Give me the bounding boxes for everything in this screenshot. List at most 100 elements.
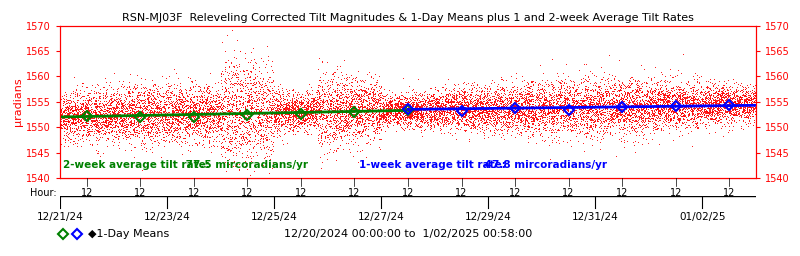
Point (265, 148, 278, 152)
Point (651, 109, 664, 113)
Point (742, 104, 755, 108)
Point (412, 107, 425, 111)
Point (552, 108, 565, 112)
Point (691, 73, 704, 77)
Point (510, 126, 522, 130)
Point (88, 121, 101, 125)
Point (289, 114, 302, 118)
Point (81, 106, 94, 110)
Point (474, 101, 486, 105)
Point (552, 97, 565, 101)
Point (217, 103, 230, 107)
Point (738, 103, 751, 108)
Point (528, 115, 541, 120)
Point (261, 115, 274, 119)
Point (98, 115, 111, 119)
Point (650, 101, 662, 105)
Point (415, 113, 428, 117)
Point (408, 98, 421, 102)
Point (149, 82, 162, 86)
Point (522, 113, 534, 117)
Point (183, 113, 196, 118)
Point (612, 102, 625, 106)
Point (118, 148, 131, 152)
Point (613, 112, 626, 116)
Point (627, 143, 640, 147)
Point (522, 97, 535, 101)
Point (225, 139, 238, 143)
Point (202, 130, 214, 134)
Point (241, 81, 254, 85)
Point (150, 116, 162, 121)
Point (717, 100, 730, 104)
Point (100, 123, 113, 127)
Point (400, 100, 413, 104)
Point (584, 117, 597, 121)
Point (71, 98, 84, 102)
Point (334, 143, 346, 147)
Point (75, 112, 88, 116)
Point (673, 108, 686, 112)
Point (115, 110, 128, 114)
Point (211, 121, 224, 125)
Point (588, 104, 601, 108)
Point (246, 120, 258, 124)
Point (303, 126, 316, 131)
Point (205, 112, 218, 116)
Point (56, 110, 69, 114)
Point (646, 111, 659, 115)
Point (428, 125, 441, 129)
Point (234, 95, 246, 99)
Point (448, 104, 461, 108)
Point (86, 111, 99, 115)
Point (734, 126, 747, 130)
Point (410, 108, 422, 112)
Point (133, 97, 146, 101)
Point (135, 99, 148, 103)
Point (514, 107, 526, 111)
Point (87, 108, 100, 112)
Point (538, 97, 550, 101)
Point (654, 128, 667, 132)
Point (523, 113, 536, 117)
Point (510, 94, 523, 98)
Point (260, 91, 273, 95)
Point (282, 102, 295, 106)
Point (74, 106, 86, 110)
Point (110, 87, 123, 91)
Point (666, 102, 678, 106)
Point (574, 81, 587, 85)
Point (550, 97, 562, 101)
Point (540, 90, 553, 94)
Point (226, 93, 238, 97)
Point (478, 91, 490, 95)
Point (181, 103, 194, 107)
Point (422, 100, 434, 104)
Point (76, 109, 89, 113)
Point (112, 106, 125, 110)
Point (504, 91, 517, 95)
Point (675, 111, 688, 115)
Point (206, 109, 219, 113)
Point (582, 74, 594, 78)
Point (424, 123, 437, 127)
Point (124, 112, 137, 116)
Point (407, 110, 420, 114)
Point (276, 88, 289, 92)
Point (469, 109, 482, 113)
Point (682, 83, 695, 87)
Point (122, 99, 135, 103)
Point (338, 128, 350, 132)
Point (522, 116, 535, 121)
Point (485, 113, 498, 118)
Point (510, 108, 522, 112)
Point (568, 98, 581, 102)
Point (108, 116, 121, 120)
Point (286, 103, 299, 107)
Point (439, 116, 452, 120)
Point (356, 106, 369, 111)
Point (529, 109, 542, 113)
Point (634, 101, 646, 105)
Point (546, 57, 558, 61)
Point (414, 107, 427, 111)
